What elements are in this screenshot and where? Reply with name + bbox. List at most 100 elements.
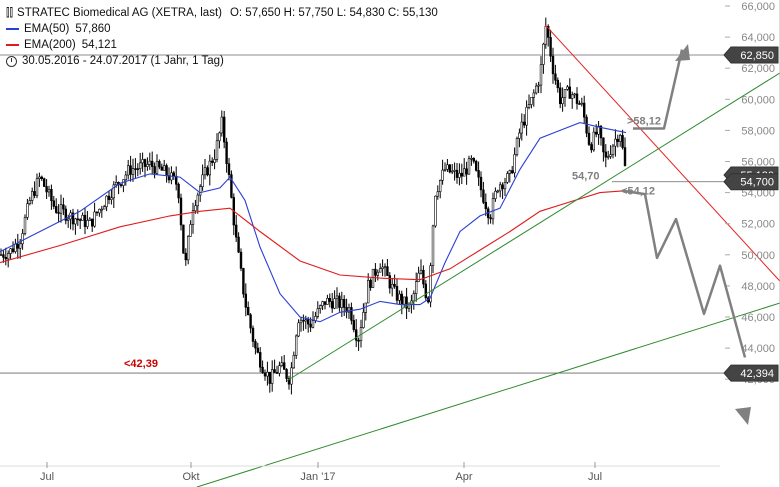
legend-title-row: ⫿⫿ STRATEC Biomedical AG (XETRA, last) O… <box>6 5 438 21</box>
candle-body <box>335 295 339 299</box>
candle-body <box>64 208 68 221</box>
candle-body <box>141 159 144 164</box>
candle-body <box>345 307 348 313</box>
candle-body <box>390 283 394 289</box>
candle-body <box>477 170 480 178</box>
ema200-line <box>0 190 627 281</box>
candle-body <box>470 157 473 160</box>
candle-body <box>611 145 615 155</box>
candle-body <box>81 214 84 221</box>
candle-body <box>414 281 418 294</box>
candle-body <box>347 307 351 313</box>
candle-body <box>342 298 346 308</box>
candle-body <box>371 268 375 288</box>
candle-body <box>139 162 142 169</box>
candle-body <box>376 271 379 276</box>
candle-body <box>220 116 223 134</box>
candle-body <box>534 85 538 94</box>
candle-body <box>328 298 331 302</box>
candle-body <box>11 248 15 252</box>
candle-body <box>57 212 60 214</box>
candle-body <box>103 206 106 210</box>
candle-body <box>47 189 51 193</box>
candle-body <box>458 172 461 178</box>
candle-body <box>381 266 384 269</box>
candle-body <box>208 160 211 176</box>
candle-body <box>237 236 240 253</box>
candle-body <box>501 184 504 190</box>
candle-body <box>479 176 483 191</box>
candle-body <box>179 197 183 226</box>
ema50-line <box>0 122 627 323</box>
candle-body <box>352 320 355 331</box>
candle-body <box>67 218 70 221</box>
candle-body <box>338 295 341 308</box>
resistance-annotation: >58,12 <box>627 116 661 128</box>
candle-body <box>462 168 466 177</box>
candle-body <box>215 140 219 160</box>
candle-body <box>199 186 202 196</box>
candle-body <box>203 167 207 176</box>
candle-body <box>275 372 279 374</box>
candle-body <box>554 73 557 81</box>
candle-body <box>568 86 572 99</box>
candle-body <box>165 165 168 176</box>
candle-body <box>201 174 204 187</box>
candle-body <box>278 365 281 374</box>
annotations: <42,39>58,12<54,1254,7062,85055,13054,70… <box>124 44 779 425</box>
candle-body <box>191 210 195 225</box>
candle-body <box>153 166 156 174</box>
y-tick-label: 50,000 <box>741 250 775 262</box>
candle-body <box>287 378 291 385</box>
candle-body <box>18 243 22 249</box>
downtrend-line <box>544 24 780 282</box>
y-tick-label: 62,000 <box>741 63 775 75</box>
candle-body <box>136 168 139 170</box>
price-tag-box <box>723 364 779 382</box>
candle-body <box>350 307 353 321</box>
candle-body <box>383 266 387 268</box>
x-tick-label: Jul <box>588 471 602 483</box>
candle-body <box>614 138 617 147</box>
legend-ema200: EMA(200) 54,121 <box>6 37 438 53</box>
candle-body <box>354 329 358 341</box>
candle-body <box>474 160 478 171</box>
candle-body <box>369 280 372 288</box>
candle-body <box>52 200 56 207</box>
candle-body <box>506 173 509 183</box>
y-tick-label: 48,000 <box>741 281 775 293</box>
candle-body <box>42 178 46 187</box>
candle-body <box>251 327 255 342</box>
candle-body <box>604 151 608 158</box>
price-tag-label: 42,394 <box>740 368 774 380</box>
candle-body <box>544 25 548 45</box>
grid-layer <box>0 54 730 374</box>
candle-body <box>45 186 48 193</box>
support-annotation: <54,12 <box>621 186 655 198</box>
candle-body <box>206 167 209 176</box>
candle-body <box>95 211 99 214</box>
x-tick-label: Jul <box>40 471 54 483</box>
candle-body <box>71 212 75 225</box>
candle-body <box>434 195 437 227</box>
candle-body <box>438 180 442 193</box>
x-axis: Jul Okt Jan '17 Apr Jul <box>0 462 720 483</box>
candle-body <box>163 165 166 171</box>
candle-body <box>530 96 533 105</box>
candle-body <box>266 371 269 377</box>
candle-body <box>525 106 528 126</box>
candle-body <box>520 121 524 134</box>
candle-body <box>578 103 581 105</box>
legend-ema50: EMA(50) 57,860 <box>6 21 438 37</box>
candle-body <box>609 154 612 157</box>
candle-body <box>9 248 12 254</box>
candle-body <box>59 204 63 214</box>
candle-body <box>484 202 487 210</box>
candle-body <box>26 203 29 218</box>
candle-body <box>448 164 451 173</box>
candle-body <box>270 369 274 384</box>
candle-body <box>196 194 199 207</box>
candle-body <box>74 218 77 225</box>
candle-body <box>592 131 596 151</box>
candle-body <box>518 132 521 139</box>
